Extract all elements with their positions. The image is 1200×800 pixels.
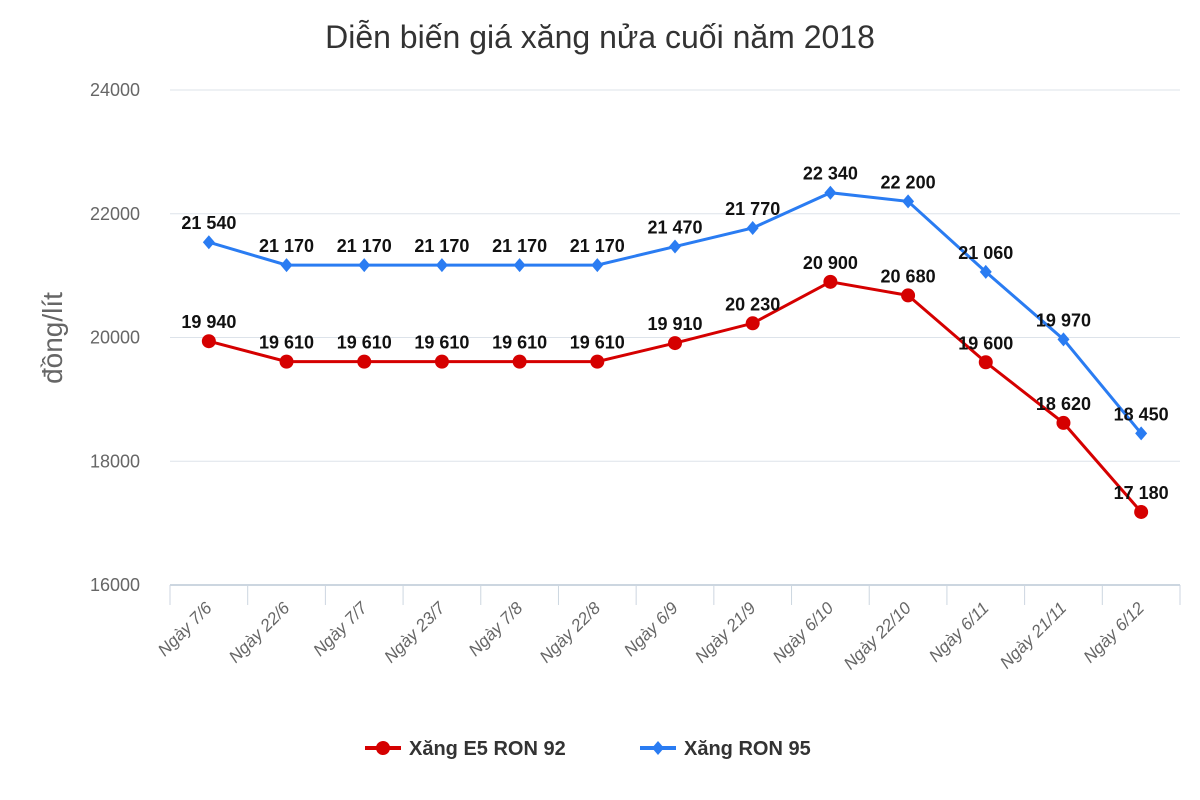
- data-point: [669, 239, 681, 254]
- data-point: [745, 316, 760, 331]
- data-label: 21 170: [414, 236, 469, 256]
- data-label: 17 180: [1114, 483, 1169, 503]
- data-point: [979, 264, 992, 279]
- data-label: 21 060: [958, 243, 1013, 263]
- y-tick-label: 22000: [90, 204, 140, 224]
- x-tick-label: Ngày 6/9: [620, 598, 682, 660]
- x-tick-label: Ngày 7/6: [154, 598, 216, 660]
- y-tick-label: 16000: [90, 575, 140, 595]
- legend-item-0[interactable]: Xăng E5 RON 92: [365, 738, 566, 760]
- x-tick-label: Ngày 21/11: [996, 598, 1070, 672]
- data-label: 20 230: [725, 294, 780, 314]
- y-tick-label: 20000: [90, 328, 140, 348]
- data-label: 19 610: [492, 333, 547, 353]
- legend-marker: [652, 741, 664, 755]
- y-axis-label: đồng/lít: [37, 292, 68, 384]
- data-point: [435, 258, 448, 273]
- x-tick-label: Ngày 6/10: [769, 598, 838, 667]
- data-label: 22 340: [803, 164, 858, 184]
- data-point: [512, 354, 527, 369]
- data-point: [513, 258, 526, 273]
- data-label: 19 910: [647, 314, 702, 334]
- x-tick-label: Ngày 22/8: [536, 598, 605, 667]
- data-point: [902, 194, 915, 209]
- data-point: [357, 354, 372, 369]
- data-label: 21 470: [647, 218, 702, 238]
- data-label: 20 900: [803, 253, 858, 273]
- data-point: [202, 235, 215, 250]
- data-label: 21 170: [259, 236, 314, 256]
- data-point: [668, 336, 682, 351]
- data-point: [823, 274, 838, 289]
- data-label: 22 200: [881, 172, 936, 192]
- data-label: 19 600: [958, 333, 1013, 353]
- x-tick-label: Ngày 6/11: [925, 598, 992, 665]
- y-tick-label: 24000: [90, 80, 140, 100]
- data-point: [978, 355, 993, 370]
- data-point: [1056, 415, 1071, 430]
- data-label: 21 770: [725, 199, 780, 219]
- series-1: 21 540 21 170 21 170 21 170 21 170 21 170 21 4…: [181, 164, 1169, 441]
- data-label: 21 170: [337, 236, 392, 256]
- data-point: [434, 354, 449, 369]
- data-point: [201, 334, 216, 349]
- data-label: 21 540: [181, 213, 236, 233]
- data-label: 18 450: [1114, 404, 1169, 424]
- data-point: [824, 185, 837, 200]
- x-tick-label: Ngày 6/12: [1080, 598, 1149, 667]
- data-label: 19 970: [1036, 310, 1091, 330]
- data-label: 19 610: [414, 333, 469, 353]
- data-point: [358, 258, 371, 273]
- y-tick-label: 18000: [90, 451, 140, 471]
- data-label: 20 680: [881, 266, 936, 286]
- data-label: 18 620: [1036, 394, 1091, 414]
- data-label: 19 610: [337, 333, 392, 353]
- data-label: 19 940: [181, 312, 236, 332]
- x-tick-label: Ngày 7/8: [465, 598, 527, 660]
- legend-marker: [376, 741, 390, 755]
- legend-label: Xăng E5 RON 92: [409, 738, 566, 760]
- data-point: [279, 354, 294, 369]
- data-point: [901, 288, 916, 303]
- legend-label: Xăng RON 95: [684, 738, 811, 760]
- data-label: 19 610: [570, 333, 625, 353]
- x-tick-label: Ngày 7/7: [310, 598, 372, 660]
- data-point: [590, 354, 605, 369]
- data-point: [746, 220, 759, 235]
- data-point: [1057, 332, 1070, 347]
- x-tick-label: Ngày 22/6: [225, 598, 294, 667]
- data-point: [280, 258, 293, 273]
- x-tick-label: Ngày 21/9: [691, 598, 760, 667]
- legend-item-1[interactable]: Xăng RON 95: [640, 738, 811, 760]
- data-point: [1135, 426, 1148, 441]
- data-point: [591, 258, 604, 273]
- chart-title: Diễn biến giá xăng nửa cuối năm 2018: [325, 19, 875, 55]
- x-tick-label: Ngày 23/7: [381, 598, 450, 667]
- x-tick-label: Ngày 22/10: [840, 598, 915, 673]
- data-point: [1134, 504, 1149, 519]
- series-0: 19 940 19 610 19 610 19 610 19 610 19 610 19 9…: [181, 253, 1169, 519]
- data-label: 21 170: [492, 236, 547, 256]
- data-label: 21 170: [570, 236, 625, 256]
- data-label: 19 610: [259, 333, 314, 353]
